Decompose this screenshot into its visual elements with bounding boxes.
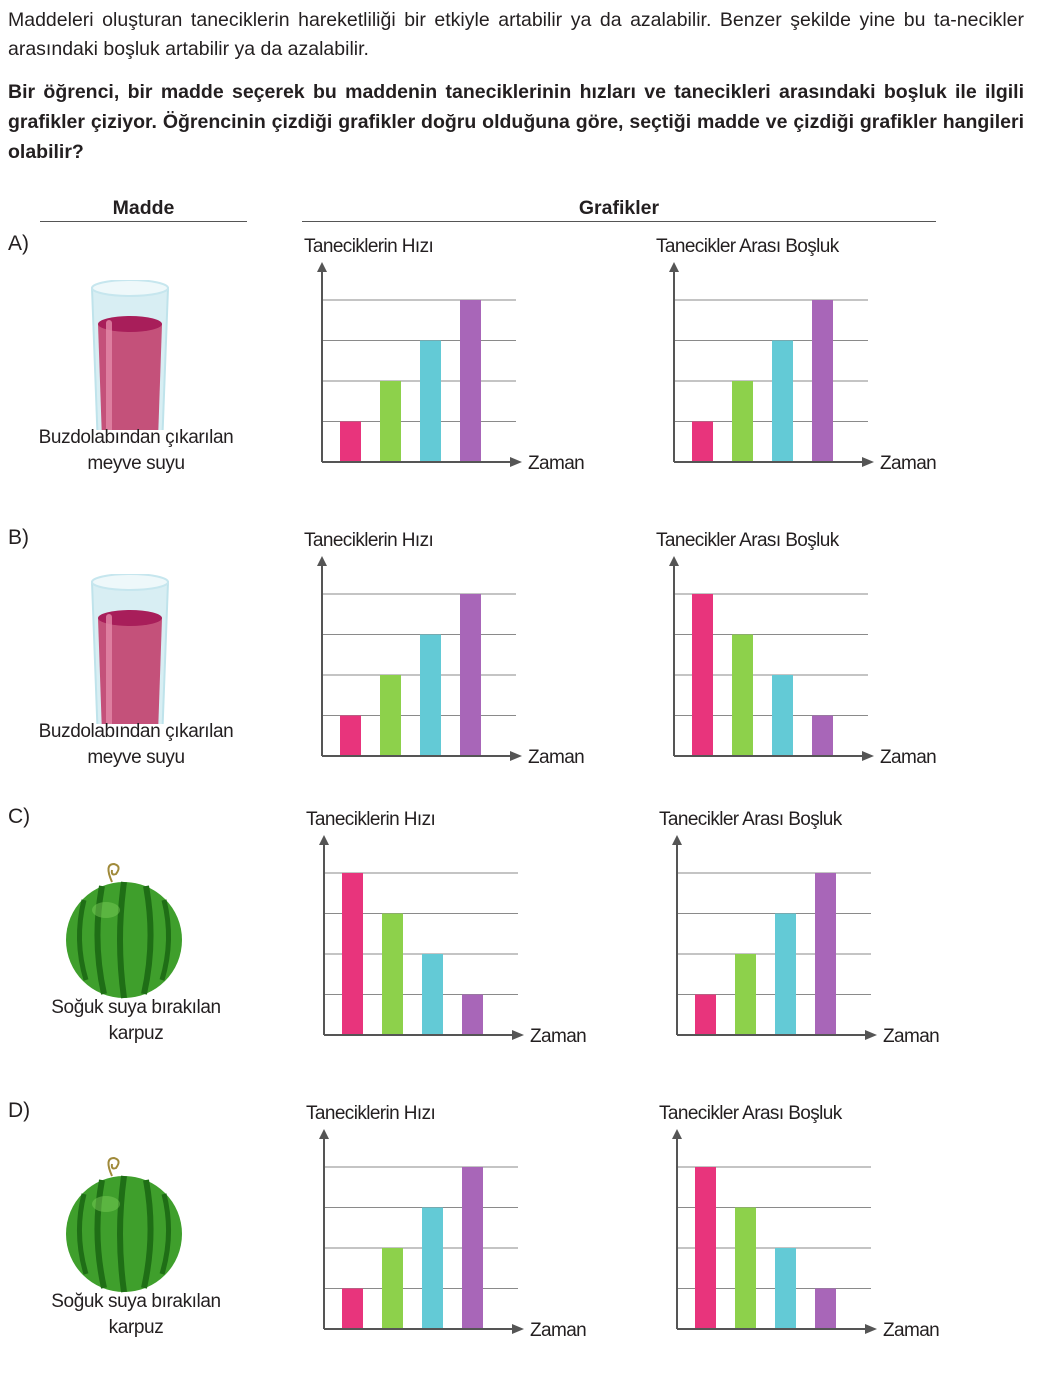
x-axis-arrow xyxy=(510,751,522,761)
option-b[interactable]: B) Buzdolabından çıkarılan meyve suyu Ta… xyxy=(0,526,1038,816)
chart-d-speed: Taneciklerin Hızı Zaman xyxy=(306,1103,587,1341)
question-text: Bir öğrenci, bir madde seçerek bu madden… xyxy=(8,81,1024,163)
bar-1 xyxy=(692,421,713,462)
option-letter: B) xyxy=(8,526,29,549)
bar-3 xyxy=(420,340,441,462)
substance-label-line1: Buzdolabından çıkarılan xyxy=(38,427,234,448)
y-axis-arrow xyxy=(672,1129,682,1139)
x-axis-label: Zaman xyxy=(883,1026,939,1047)
y-axis-arrow xyxy=(317,262,327,272)
x-axis-label: Zaman xyxy=(880,747,936,768)
chart-title: Tanecikler Arası Boşluk xyxy=(656,530,840,551)
bar-4 xyxy=(812,715,833,756)
x-axis-label: Zaman xyxy=(528,453,584,474)
bar-4 xyxy=(812,300,833,462)
bar-3 xyxy=(775,1248,796,1329)
x-axis-label: Zaman xyxy=(530,1026,586,1047)
chart-title: Taneciklerin Hızı xyxy=(304,530,433,551)
option-d[interactable]: D) Soğuk suya bırakılan karpuz Tanecikle… xyxy=(0,1099,1038,1389)
option-letter: A) xyxy=(8,232,29,255)
x-axis-arrow xyxy=(512,1324,524,1334)
bar-2 xyxy=(382,913,403,1035)
grafikler-header-rule xyxy=(302,221,936,222)
option-a[interactable]: A) Buzdolabından çıkarılan meyve suyu Ta… xyxy=(0,232,1038,522)
x-axis-arrow xyxy=(865,1324,877,1334)
bar-3 xyxy=(422,1207,443,1329)
bar-3 xyxy=(420,634,441,756)
y-axis-arrow xyxy=(317,556,327,566)
chart-a-spacing: Tanecikler Arası Boşluk Zaman xyxy=(656,236,937,474)
madde-header-rule xyxy=(40,221,247,222)
x-axis-arrow xyxy=(512,1030,524,1040)
x-axis-label: Zaman xyxy=(883,1320,939,1341)
substance-label-line2: meyve suyu xyxy=(87,747,185,768)
bar-2 xyxy=(732,381,753,462)
chart-b-spacing: Tanecikler Arası Boşluk Zaman xyxy=(656,530,937,768)
substance-label-line2: karpuz xyxy=(108,1023,164,1044)
x-axis-label: Zaman xyxy=(528,747,584,768)
watermelon-icon xyxy=(66,1156,182,1293)
y-axis-arrow xyxy=(669,556,679,566)
chart-title: Taneciklerin Hızı xyxy=(306,1103,435,1124)
chart-title: Taneciklerin Hızı xyxy=(304,236,433,257)
chart-d-spacing: Tanecikler Arası Boşluk Zaman xyxy=(659,1103,940,1341)
bar-4 xyxy=(462,994,483,1035)
chart-title: Tanecikler Arası Boşluk xyxy=(659,809,843,830)
bar-4 xyxy=(815,1288,836,1329)
x-axis-label: Zaman xyxy=(530,1320,586,1341)
bar-1 xyxy=(340,421,361,462)
juice-glass-icon xyxy=(90,574,170,724)
grafikler-header: Grafikler xyxy=(578,197,660,219)
substance-label-line2: karpuz xyxy=(108,1317,164,1338)
y-axis-arrow xyxy=(672,835,682,845)
bar-3 xyxy=(422,954,443,1035)
substance-label-line1: Buzdolabından çıkarılan xyxy=(38,721,234,742)
bar-4 xyxy=(462,1167,483,1329)
x-axis-arrow xyxy=(865,1030,877,1040)
bar-2 xyxy=(382,1248,403,1329)
intro-text: Maddeleri oluşturan taneciklerin hareket… xyxy=(8,9,1024,60)
bar-2 xyxy=(732,634,753,756)
watermelon-icon xyxy=(66,862,182,999)
bar-1 xyxy=(342,873,363,1035)
bar-4 xyxy=(460,594,481,756)
bar-1 xyxy=(692,594,713,756)
bar-3 xyxy=(772,675,793,756)
bar-2 xyxy=(380,675,401,756)
juice-glass-icon xyxy=(90,280,170,430)
option-letter: D) xyxy=(8,1099,31,1122)
chart-title: Tanecikler Arası Boşluk xyxy=(656,236,840,257)
bar-4 xyxy=(460,300,481,462)
bar-1 xyxy=(695,1167,716,1329)
y-axis-arrow xyxy=(319,835,329,845)
bar-4 xyxy=(815,873,836,1035)
chart-title: Tanecikler Arası Boşluk xyxy=(659,1103,843,1124)
x-axis-arrow xyxy=(862,457,874,467)
substance-label-line2: meyve suyu xyxy=(87,453,185,474)
chart-b-speed: Taneciklerin Hızı Zaman xyxy=(304,530,585,768)
x-axis-arrow xyxy=(862,751,874,761)
y-axis-arrow xyxy=(319,1129,329,1139)
chart-title: Taneciklerin Hızı xyxy=(306,809,435,830)
chart-c-speed: Taneciklerin Hızı Zaman xyxy=(306,809,587,1047)
chart-a-speed: Taneciklerin Hızı Zaman xyxy=(304,236,585,474)
substance-label-line1: Soğuk suya bırakılan xyxy=(51,997,221,1018)
chart-c-spacing: Tanecikler Arası Boşluk Zaman xyxy=(659,809,940,1047)
substance-label-line1: Soğuk suya bırakılan xyxy=(51,1291,221,1312)
bar-1 xyxy=(340,715,361,756)
madde-header: Madde xyxy=(112,197,175,219)
bar-2 xyxy=(380,381,401,462)
bar-2 xyxy=(735,1207,756,1329)
x-axis-arrow xyxy=(510,457,522,467)
bar-3 xyxy=(772,340,793,462)
x-axis-label: Zaman xyxy=(880,453,936,474)
bar-3 xyxy=(775,913,796,1035)
bar-2 xyxy=(735,954,756,1035)
bar-1 xyxy=(695,994,716,1035)
bar-1 xyxy=(342,1288,363,1329)
option-c[interactable]: C) Soğuk suya bırakılan karpuz Tanecikle… xyxy=(0,805,1038,1095)
y-axis-arrow xyxy=(669,262,679,272)
option-letter: C) xyxy=(8,805,31,828)
